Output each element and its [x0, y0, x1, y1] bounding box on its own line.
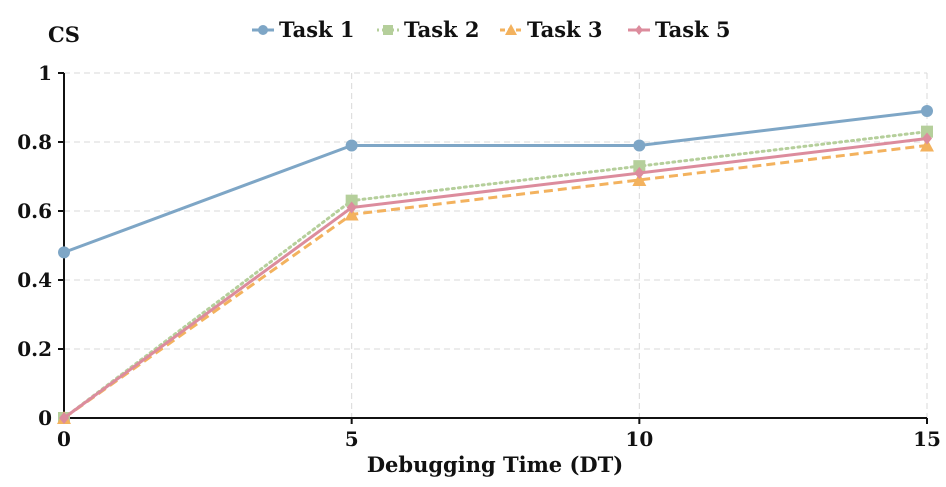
series-line-2 — [62, 130, 929, 420]
series-1 — [58, 104, 933, 259]
y-axis-title: CS — [48, 22, 80, 47]
y-tick-label-1: 0.2 — [17, 337, 52, 361]
data-point-s4-0 — [59, 412, 69, 424]
series-group — [57, 104, 934, 424]
legend-item-4: Task 5 — [628, 17, 731, 42]
data-point-s1-2 — [633, 139, 646, 152]
data-point-s2-3 — [921, 125, 933, 138]
y-tick-label-4: 0.8 — [17, 130, 52, 154]
data-point-s3-2 — [632, 172, 647, 186]
series-line-1 — [63, 109, 928, 254]
legend-label-3: Task 3 — [527, 17, 603, 42]
x-axis-title: Debugging Time (DT) — [367, 452, 623, 477]
legend-label-1: Task 1 — [279, 17, 355, 42]
legend-marker-2 — [383, 25, 393, 35]
legend-marker-4 — [635, 25, 643, 35]
data-point-s4-1 — [346, 201, 357, 214]
series-4 — [59, 132, 932, 424]
x-tick-label-0: 0 — [57, 427, 71, 451]
data-point-s1-3 — [921, 104, 933, 117]
data-point-s3-1 — [344, 207, 359, 221]
legend-marker-1 — [258, 25, 268, 35]
grid-lines — [64, 72, 928, 418]
series-3 — [57, 138, 934, 424]
data-point-s1-0 — [58, 246, 70, 259]
data-point-s4-2 — [634, 167, 645, 180]
legend-label-2: Task 2 — [404, 17, 480, 42]
x-tick-label-1: 5 — [345, 427, 359, 451]
data-point-s4-3 — [922, 132, 932, 145]
legend-item-1: Task 1 — [252, 17, 355, 42]
legend-item-2: Task 2 — [377, 17, 480, 42]
legend-label-4: Task 5 — [655, 17, 731, 42]
y-tick-label-2: 0.4 — [17, 268, 52, 292]
data-point-s3-3 — [920, 138, 934, 152]
series-line-4 — [63, 137, 928, 420]
x-tick-label-3: 15 — [913, 427, 941, 451]
y-tick-label-0: 0 — [38, 406, 52, 430]
x-tick-label-2: 10 — [625, 427, 653, 451]
tick-labels: 00.20.40.60.810 5 10 15 — [17, 61, 941, 451]
legend-marker-3 — [505, 24, 517, 35]
legend-item-3: Task 3 — [500, 17, 603, 42]
data-point-s2-1 — [345, 194, 358, 207]
series-line-3 — [63, 143, 928, 420]
y-tick-label-5: 1 — [38, 61, 52, 85]
data-point-s2-2 — [633, 160, 646, 173]
y-tick-label-3: 0.6 — [17, 199, 52, 223]
data-point-s1-1 — [345, 139, 358, 152]
legend: Task 1 Task 2 Task 3 Task 5 — [252, 17, 731, 42]
series-2 — [58, 125, 933, 424]
